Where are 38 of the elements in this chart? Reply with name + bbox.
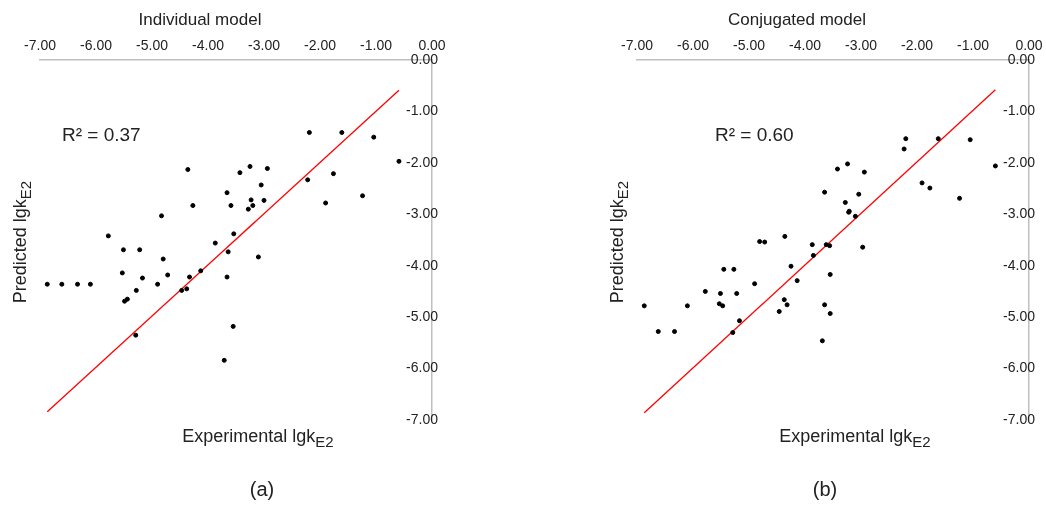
annotation: R² = 0.60 [715, 124, 794, 146]
y-tick-label: -3.00 [406, 205, 439, 222]
x-tick-label: -7.00 [621, 37, 654, 54]
annotation: R² = 0.37 [62, 124, 141, 146]
chart-title: Individual model [138, 10, 262, 30]
x-tick-label: -5.00 [733, 37, 766, 54]
y-tick-label: -5.00 [1003, 308, 1036, 324]
chart-title: Conjugated model [728, 10, 866, 30]
y-tick-label: -4.00 [1003, 256, 1036, 273]
y-tick-label: -7.00 [1003, 410, 1036, 427]
y-tick-label: -6.00 [1003, 359, 1036, 376]
x-tick-label: -7.00 [24, 37, 57, 54]
y-tick-label: -4.00 [406, 256, 439, 273]
x-tick-label: -3.00 [248, 37, 281, 54]
x-tick-label: -3.00 [845, 37, 878, 54]
y-tick-label: 0.00 [410, 50, 439, 67]
x-tick-label: -6.00 [80, 37, 113, 54]
y-tick-label: -2.00 [1003, 153, 1036, 170]
x-tick-label: -1.00 [957, 37, 990, 54]
x-tick-label: -2.00 [304, 37, 337, 54]
x-axis-title: Experimental lgk$_{E2}$ [182, 426, 334, 450]
x-tick-label: -6.00 [677, 37, 710, 54]
text: (b) [812, 478, 838, 501]
y-tick-label: -2.00 [406, 153, 439, 170]
x-axis-title: Experimental lgk$_{E2}$ [779, 426, 931, 450]
x-tick-label: -1.00 [360, 37, 393, 54]
y-tick-label: -5.00 [406, 308, 439, 324]
x-tick-label: -2.00 [901, 37, 934, 54]
y-tick-label: -1.00 [1003, 102, 1036, 119]
x-tick-label: -5.00 [136, 37, 169, 54]
y-tick-label: -7.00 [406, 410, 439, 427]
y-tick-label: 0.00 [1007, 50, 1036, 67]
y-tick-label: -3.00 [1003, 205, 1036, 222]
text: (a) [249, 478, 275, 501]
x-tick-label: -4.00 [789, 37, 822, 54]
x-tick-label: -4.00 [192, 37, 225, 54]
y-tick-label: -1.00 [406, 102, 439, 119]
y-tick-label: -6.00 [406, 359, 439, 376]
